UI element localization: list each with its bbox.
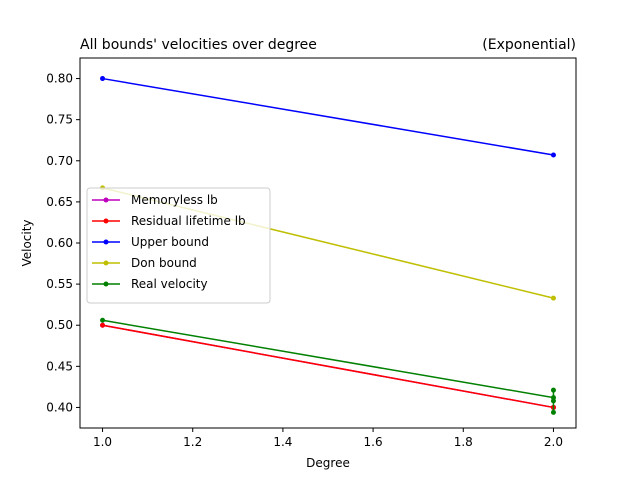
y-tick-label: 0.40 [46,400,73,414]
y-tick-label: 0.45 [46,359,73,373]
legend-label-don-bound: Don bound [131,256,197,270]
y-tick-label: 0.70 [46,154,73,168]
plot-frame [79,57,577,429]
y-tick-label: 0.55 [46,277,73,291]
legend-marker-residual-lifetime-lb [103,218,109,224]
legend-label-real-velocity: Real velocity [131,277,208,291]
data-point-real-velocity [550,398,556,404]
data-point-don-bound [550,295,556,301]
data-point-upper-bound [550,152,556,158]
data-point-real-velocity [550,387,556,393]
legend-marker-real-velocity [103,281,109,287]
y-tick-label: 0.50 [46,318,73,332]
data-point-residual-lifetime-lb [100,322,106,328]
y-axis-label: Velocity [20,219,34,266]
legend-marker-upper-bound [103,239,109,245]
legend: Memoryless lb Residual lifetime lb Upper b… [86,187,271,304]
y-axis-ticks: 0.40 0.45 0.50 0.55 0.60 0.65 0.70 0.75 0.80 [46,72,80,414]
legend-label-memoryless-lb: Memoryless lb [131,193,218,207]
legend-label-upper-bound: Upper bound [131,235,209,249]
x-tick-label: 1.6 [364,435,383,449]
x-tick-label: 1.2 [183,435,202,449]
y-tick-label: 0.75 [46,113,73,127]
legend-label-residual-lifetime-lb: Residual lifetime lb [131,214,246,228]
y-tick-label: 0.80 [46,72,73,86]
y-tick-label: 0.60 [46,236,73,250]
data-point-real-velocity [550,409,556,415]
chart-title-right: (Exponential) [482,37,576,53]
x-axis-label: Degree [306,456,350,470]
chart-title-left: All bounds' velocities over degree [80,37,317,53]
data-point-upper-bound [100,76,106,82]
y-tick-label: 0.65 [46,195,73,209]
legend-box [86,187,271,304]
data-point-real-velocity [100,317,106,323]
series-line-residual-lifetime-lb [102,324,554,409]
x-axis-ticks: 1.0 1.2 1.4 1.6 1.8 2.0 [93,428,563,449]
series-line-upper-bound [102,77,554,156]
x-tick-label: 1.0 [93,435,112,449]
x-tick-label: 1.8 [454,435,473,449]
x-tick-label: 1.4 [273,435,292,449]
x-tick-label: 2.0 [544,435,563,449]
legend-marker-memoryless-lb [103,197,109,203]
legend-marker-don-bound [103,260,109,266]
